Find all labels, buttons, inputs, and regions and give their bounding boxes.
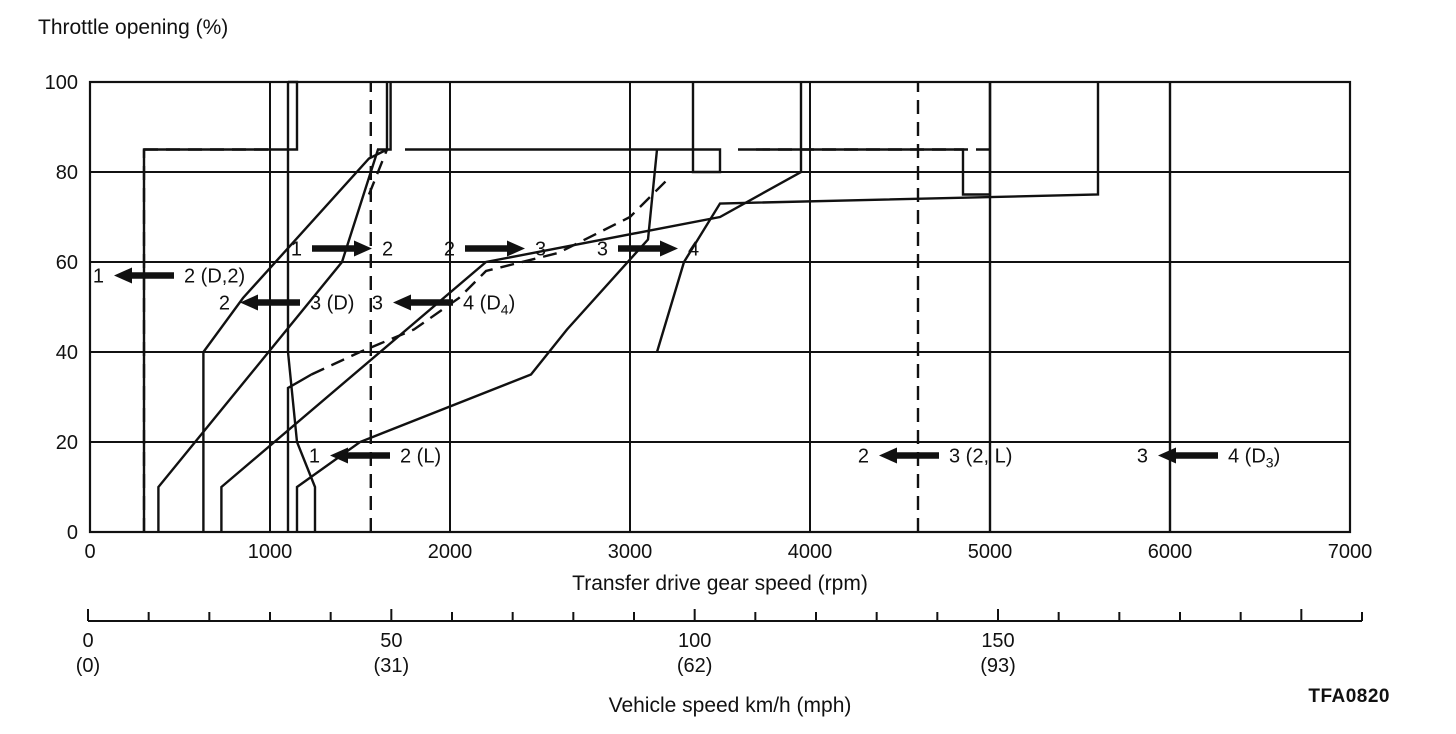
shift-label: 3 (2, L) (949, 446, 1012, 468)
shift-label: 1 (93, 266, 104, 288)
shift-line (310, 180, 667, 376)
shift-line (405, 82, 722, 174)
shift-label: 3 (597, 239, 608, 261)
x-tick-label: 1000 (248, 541, 293, 563)
x-tick-labels: 0 1000 2000 3000 4000 5000 6000 7000 (84, 541, 1372, 563)
shift-annotation: 1 2 (D,2) (93, 266, 245, 288)
speed-tick-kmh: 50 (380, 630, 402, 652)
shift-annotation: 2 3 (2, L) (858, 446, 1012, 468)
shift-label: 2 (382, 239, 393, 261)
shift-arrow (240, 294, 300, 311)
x-tick-label: 4000 (788, 541, 833, 563)
shift-arrow (114, 267, 174, 284)
y-tick-label: 100 (45, 72, 78, 94)
shift-arrow (393, 294, 453, 311)
x-tick-label: 0 (84, 541, 95, 563)
shift-label: 4 (D3) (1228, 446, 1280, 471)
y-axis-title: Throttle opening (%) (38, 16, 228, 39)
shift-label: 3 (1137, 446, 1148, 468)
shift-lines (142, 80, 1172, 532)
x-tick-label: 5000 (968, 541, 1013, 563)
y-tick-labels: 0 20 40 60 80 100 (45, 72, 78, 544)
shift-line (157, 82, 392, 532)
shift-annotation: 3 4 (D4) (372, 293, 515, 318)
shift-line (202, 82, 389, 532)
shift-line (286, 373, 312, 532)
plot-frame (88, 80, 1352, 534)
x-tick-label: 2000 (428, 541, 473, 563)
figure-code: TFA0820 (1308, 686, 1390, 707)
x-tick-label: 3000 (608, 541, 653, 563)
x-tick-label: 6000 (1148, 541, 1193, 563)
shift-annotation: 2 3 (D) (219, 293, 355, 315)
shift-label: 3 (372, 293, 383, 315)
y-tick-label: 20 (56, 432, 78, 454)
shift-line (220, 82, 803, 532)
shift-arrow (330, 447, 390, 464)
shift-annotation: 3 4 (D3) (1137, 446, 1280, 471)
shift-label: 3 (D) (310, 293, 354, 315)
shift-label: 2 (858, 446, 869, 468)
speed-tick-kmh: 100 (678, 630, 711, 652)
y-tick-label: 40 (56, 342, 78, 364)
y-tick-label: 80 (56, 162, 78, 184)
shift-arrow (312, 240, 372, 257)
shift-label: 2 (444, 239, 455, 261)
y-tick-label: 60 (56, 252, 78, 274)
shift-line (738, 82, 992, 196)
vehicle-speed-axis-title: Vehicle speed km/h (mph) (609, 694, 852, 717)
speed-tick-mph: (0) (76, 655, 100, 677)
shift-label: 1 (309, 446, 320, 468)
y-tick-label: 0 (67, 522, 78, 544)
shift-line (655, 82, 1100, 353)
shift-arrow (879, 447, 939, 464)
shift-label: 2 (L) (400, 446, 441, 468)
shift-label: 1 (291, 239, 302, 261)
shift-line (286, 82, 317, 532)
shift-arrow (465, 240, 525, 257)
shift-arrow (618, 240, 678, 257)
shift-label: 2 (219, 293, 230, 315)
speed-tick-kmh: 150 (981, 630, 1014, 652)
x-axis-title: Transfer drive gear speed (rpm) (572, 572, 868, 595)
shift-arrow (1158, 447, 1218, 464)
x-tick-label: 7000 (1328, 541, 1373, 563)
shift-label: 3 (535, 239, 546, 261)
shift-line (367, 149, 389, 195)
speed-tick-mph: (62) (677, 655, 713, 677)
shift-label: 4 (688, 239, 699, 261)
speed-tick-mph: (93) (980, 655, 1016, 677)
shift-label: 2 (D,2) (184, 266, 245, 288)
speed-tick-mph: (31) (374, 655, 410, 677)
shift-line (295, 149, 659, 532)
shift-annotation: 1 2 (L) (309, 446, 441, 468)
vehicle-speed-axis: 0 (0) 50 (31) 100 (62) 150 (93) (76, 609, 1363, 677)
speed-tick-kmh: 0 (82, 630, 93, 652)
shift-label: 4 (D4) (463, 293, 515, 318)
